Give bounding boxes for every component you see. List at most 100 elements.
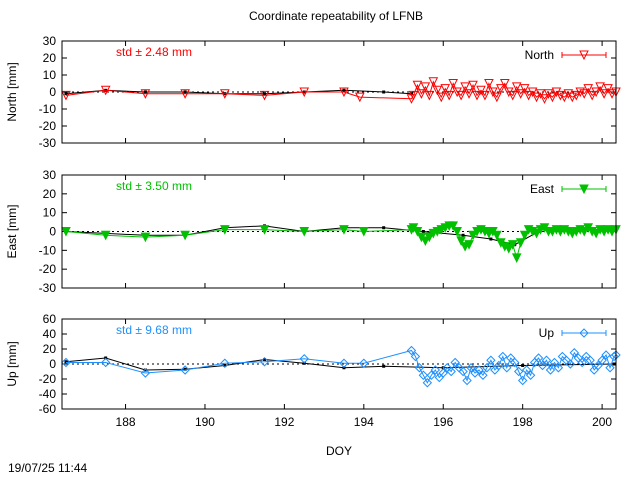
- data-point: [359, 358, 369, 368]
- data-point: [460, 82, 470, 93]
- data-point: [515, 238, 526, 248]
- plot-frame: [61, 318, 617, 410]
- data-point: [355, 92, 365, 103]
- data-point: [259, 225, 270, 235]
- data-point: [555, 90, 566, 101]
- data-point: [523, 90, 534, 101]
- y-tick-label: 30: [43, 168, 57, 182]
- data-point: [422, 378, 433, 388]
- data-point: [140, 89, 151, 99]
- y-tick-label: 30: [43, 34, 57, 48]
- data-point: [299, 87, 310, 98]
- mean-point: [382, 226, 386, 230]
- data-point: [180, 230, 190, 241]
- data-point: [513, 366, 524, 377]
- data-point: [432, 85, 443, 96]
- data-point: [438, 368, 448, 378]
- data-point: [492, 230, 502, 241]
- panel-north: 30 20 10 0 -10 -20 -30 North [mm] std ± 2.48 mm N…: [5, 34, 621, 150]
- data-point: [476, 85, 486, 96]
- y-tick-label: 0: [49, 357, 56, 371]
- data-point: [498, 351, 508, 362]
- y-tick-label: 20: [43, 342, 57, 356]
- std-label: std ± 2.48 mm: [116, 45, 192, 59]
- data-point: [100, 230, 111, 241]
- data-point: [412, 80, 423, 91]
- y-tick-label: 0: [49, 85, 56, 99]
- series-line-north: [65, 80, 617, 100]
- data-point: [547, 92, 558, 103]
- data-point: [478, 370, 488, 380]
- series-line-up: [65, 349, 617, 384]
- data-point: [511, 82, 522, 93]
- mean-point: [143, 368, 147, 372]
- legend-label: North: [525, 48, 554, 62]
- data-point: [359, 227, 369, 237]
- data-point: [515, 89, 526, 99]
- data-point: [577, 357, 587, 368]
- data-point: [496, 84, 506, 94]
- data-point: [595, 82, 605, 93]
- data-point: [503, 87, 514, 98]
- data-point: [480, 90, 490, 101]
- data-point: [484, 79, 494, 89]
- data-point: [593, 360, 603, 371]
- data-point: [543, 89, 554, 99]
- data-point: [428, 77, 439, 87]
- data-point: [510, 357, 520, 368]
- plot-frame: [61, 174, 617, 289]
- mean-point: [342, 88, 346, 92]
- data-point: [587, 90, 597, 101]
- data-point: [549, 357, 560, 368]
- data-point: [535, 89, 546, 99]
- data-point: [180, 89, 190, 99]
- mean-point: [64, 360, 68, 364]
- data-point: [499, 79, 510, 89]
- legend-marker: [579, 50, 589, 61]
- std-label: std ± 3.50 mm: [116, 179, 192, 193]
- data-point: [464, 240, 474, 250]
- data-point: [416, 89, 427, 99]
- chart-title: Coordinate repeatability of LFNB: [249, 9, 423, 23]
- data-point: [468, 230, 478, 241]
- x-tick-label: 194: [354, 415, 374, 429]
- data-point: [420, 236, 431, 247]
- data-point: [472, 90, 482, 101]
- data-point: [444, 90, 455, 101]
- data-point: [456, 236, 466, 247]
- data-point: [440, 84, 451, 94]
- mean-point: [183, 367, 187, 371]
- data-point: [507, 240, 518, 250]
- data-point: [456, 90, 466, 101]
- data-point: [539, 94, 550, 104]
- mean-point: [263, 92, 267, 96]
- data-point: [519, 84, 530, 94]
- data-point: [488, 87, 498, 98]
- mean-point: [409, 92, 413, 96]
- data-point: [599, 89, 609, 99]
- data-point: [299, 227, 310, 237]
- mean-point: [64, 92, 68, 96]
- data-point: [180, 365, 190, 375]
- data-point: [559, 92, 570, 103]
- y-axis-label: North [mm]: [5, 62, 19, 121]
- legend-marker: [579, 328, 589, 338]
- std-label: std ± 9.68 mm: [116, 323, 192, 337]
- legend-marker: [579, 184, 589, 195]
- data-point: [259, 357, 270, 367]
- y-tick-label: -30: [39, 136, 57, 150]
- data-point: [468, 80, 478, 91]
- data-point: [140, 368, 151, 378]
- data-point: [299, 354, 309, 364]
- y-tick-label: -10: [39, 243, 57, 257]
- data-point: [569, 348, 580, 358]
- data-point: [579, 227, 590, 237]
- data-point: [140, 232, 151, 243]
- data-point: [597, 355, 607, 365]
- data-point: [585, 355, 595, 365]
- data-point: [571, 90, 582, 101]
- data-point: [220, 358, 230, 368]
- data-point: [533, 353, 544, 363]
- data-point: [448, 221, 458, 231]
